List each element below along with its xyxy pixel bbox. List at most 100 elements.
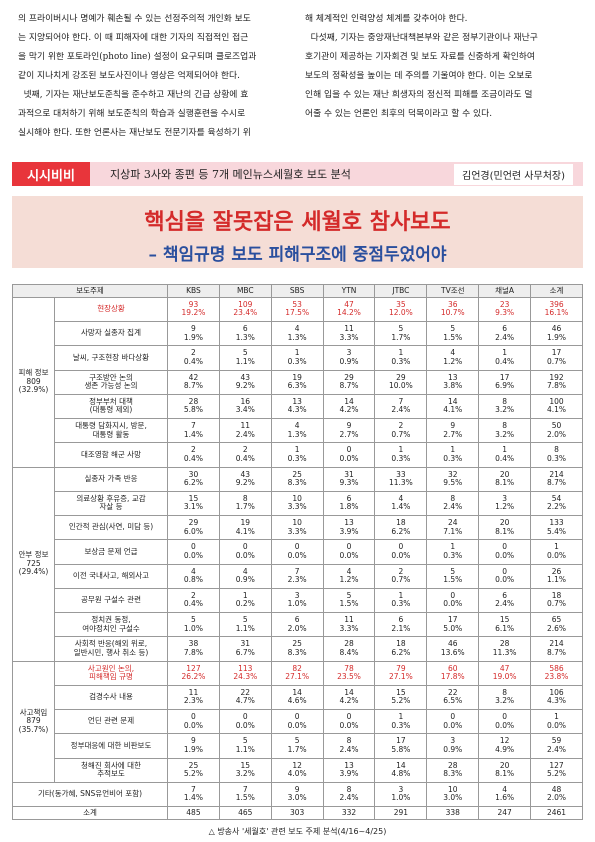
value-cell: 82 27.1%: [270, 660, 324, 686]
count: 11: [188, 687, 199, 697]
share: 2.4%: [391, 405, 411, 415]
share: 6.3%: [287, 381, 307, 391]
value-cell: 8 3.2%: [478, 393, 532, 420]
topic: 지상파 3사와 종편 등 7개 메인뉴스세월호 보도 분석: [110, 168, 351, 181]
share: 0.0%: [391, 550, 411, 560]
value-cell: 214 8.7%: [530, 466, 583, 492]
share: 1.5%: [443, 575, 463, 585]
share: 8.7%: [546, 478, 567, 488]
share: 0.0%: [443, 599, 463, 609]
share: 27.1%: [388, 672, 413, 682]
value-cell: 28 5.8%: [167, 393, 220, 420]
share: 6.2%: [391, 526, 411, 536]
value-cell: 1 0.4%: [478, 345, 532, 371]
count: 29: [344, 372, 354, 382]
topic-cell: 정부부처 대책 (대통령 제외): [53, 393, 169, 420]
value-cell: 30 6.2%: [167, 466, 220, 492]
share: 16.1%: [544, 308, 569, 318]
share: 6.2%: [183, 478, 203, 488]
share: 0.0%: [235, 720, 255, 730]
column-header: 소계: [530, 284, 583, 298]
value-cell: 13 3.9%: [322, 757, 376, 783]
count: 14: [396, 760, 406, 770]
count: 29: [188, 518, 199, 528]
value-cell: 15 3.1%: [167, 490, 220, 517]
share: 0.7%: [391, 429, 411, 439]
value-cell: 28 11.3%: [478, 636, 532, 662]
topic-cell: 사망자 실종자 집계: [53, 321, 169, 347]
value-cell: 10 3.3%: [270, 515, 324, 541]
count: 20: [499, 518, 510, 528]
count: 20: [499, 760, 510, 770]
value-cell: 0 0.0%: [478, 709, 532, 735]
column-header: JTBC: [374, 284, 428, 298]
topic-cell: 구조방안 논의 생존 가능성 논의: [53, 369, 169, 395]
share: 3.3%: [339, 332, 359, 342]
share: 0.3%: [546, 453, 567, 463]
count: 43: [240, 372, 251, 382]
count: 17: [499, 372, 510, 382]
count: 3: [502, 493, 507, 503]
count: 1: [502, 445, 507, 455]
value-cell: 43 9.2%: [218, 466, 272, 492]
share: 5.8%: [391, 744, 411, 754]
column-header: 보도주제: [11, 284, 169, 298]
value-cell: 14 4.2%: [322, 684, 376, 711]
count: 19: [240, 518, 251, 528]
table-row: 대통령 담화지시, 방문, 대통령 활동 7 1.4% 11 2.4% 4 1.3% 9 2.7…: [13, 418, 583, 444]
table-row: 의료상황 후유증, 교감 자살 등 15 3.1% 8 1.7% 10 3.3% 6 1.8% 4…: [13, 490, 583, 517]
value-cell: 338: [426, 806, 480, 820]
count: 13: [447, 372, 458, 382]
count: 22: [240, 687, 251, 697]
value-cell: 18 6.2%: [374, 515, 428, 541]
table-row: 이전 국내사고, 해외사고 4 0.8% 4 0.9% 7 2.3% 4 1.2% 2 0.7% 5 1…: [13, 563, 583, 589]
count: 0: [450, 590, 456, 600]
share: 19.2%: [181, 308, 206, 318]
share: 4.1%: [443, 405, 463, 415]
share: 4.2%: [339, 405, 359, 415]
count: 0: [346, 542, 352, 552]
count: 4: [294, 421, 300, 431]
header-row: 보도주제 KBS MBC SBS YTN JTBC TV조선 채널A 소계: [11, 284, 583, 298]
value-cell: 0 0.0%: [322, 539, 376, 565]
share: 3.9%: [339, 526, 359, 536]
value-cell: 133 5.4%: [530, 515, 583, 541]
share: 4.2%: [339, 696, 359, 706]
text-line: 보도의 정확성을 높이는 데 주의를 기울여야 한다. 이는 오보로: [305, 71, 533, 81]
value-cell: 42 8.7%: [167, 369, 220, 395]
share: 19.0%: [492, 672, 517, 682]
value-cell: 5 1.1%: [218, 612, 272, 638]
table-row: 구조방안 논의 생존 가능성 논의 42 8.7% 43 9.2% 19 6.3% 29 8.7…: [13, 369, 583, 395]
article-left: 의 프라이버시나 명예가 훼손될 수 있는 선정주의적 개인화 보도 는 지양되어…: [18, 10, 293, 143]
value-cell: 8 1.7%: [218, 490, 272, 517]
share: 2.4%: [495, 599, 515, 609]
count: 42: [188, 372, 199, 382]
value-cell: 8 3.2%: [478, 418, 532, 444]
count: 1: [450, 542, 456, 552]
value-cell: 303: [270, 806, 324, 820]
value-cell: 7 1.4%: [167, 418, 220, 444]
column-header: YTN: [322, 284, 376, 298]
value-cell: 586 23.8%: [530, 660, 583, 686]
value-cell: 6 2.4%: [478, 587, 532, 614]
group-cell: 안부 정보 725 (29.4%): [12, 466, 55, 662]
text-line: 넷째, 기자는 재난보도준칙을 준수하고 재난의 긴급 상황에 효: [18, 90, 249, 100]
share: 6.9%: [495, 381, 515, 391]
count: 9: [294, 784, 300, 794]
share: 3.0%: [287, 793, 307, 803]
count: 17: [396, 736, 406, 746]
share: 0.4%: [183, 599, 203, 609]
value-cell: 47 14.2%: [322, 296, 376, 323]
caption: △ 방송사 '세월호' 관련 보도 주제 분석(4/16~4/25): [208, 827, 387, 836]
share: 1.3%: [287, 332, 307, 342]
value-cell: 31 9.3%: [322, 466, 376, 492]
value-cell: 10 3.0%: [426, 781, 480, 808]
count: 5: [191, 615, 196, 625]
count: 13: [292, 396, 302, 406]
share: 2.3%: [183, 696, 203, 706]
topic-cell: 의료상황 후유증, 교감 자살 등: [53, 490, 169, 517]
count: 8: [502, 396, 507, 406]
value-cell: 1 0.3%: [426, 442, 480, 468]
share: 7.8%: [183, 647, 203, 657]
count: 59: [551, 736, 562, 746]
